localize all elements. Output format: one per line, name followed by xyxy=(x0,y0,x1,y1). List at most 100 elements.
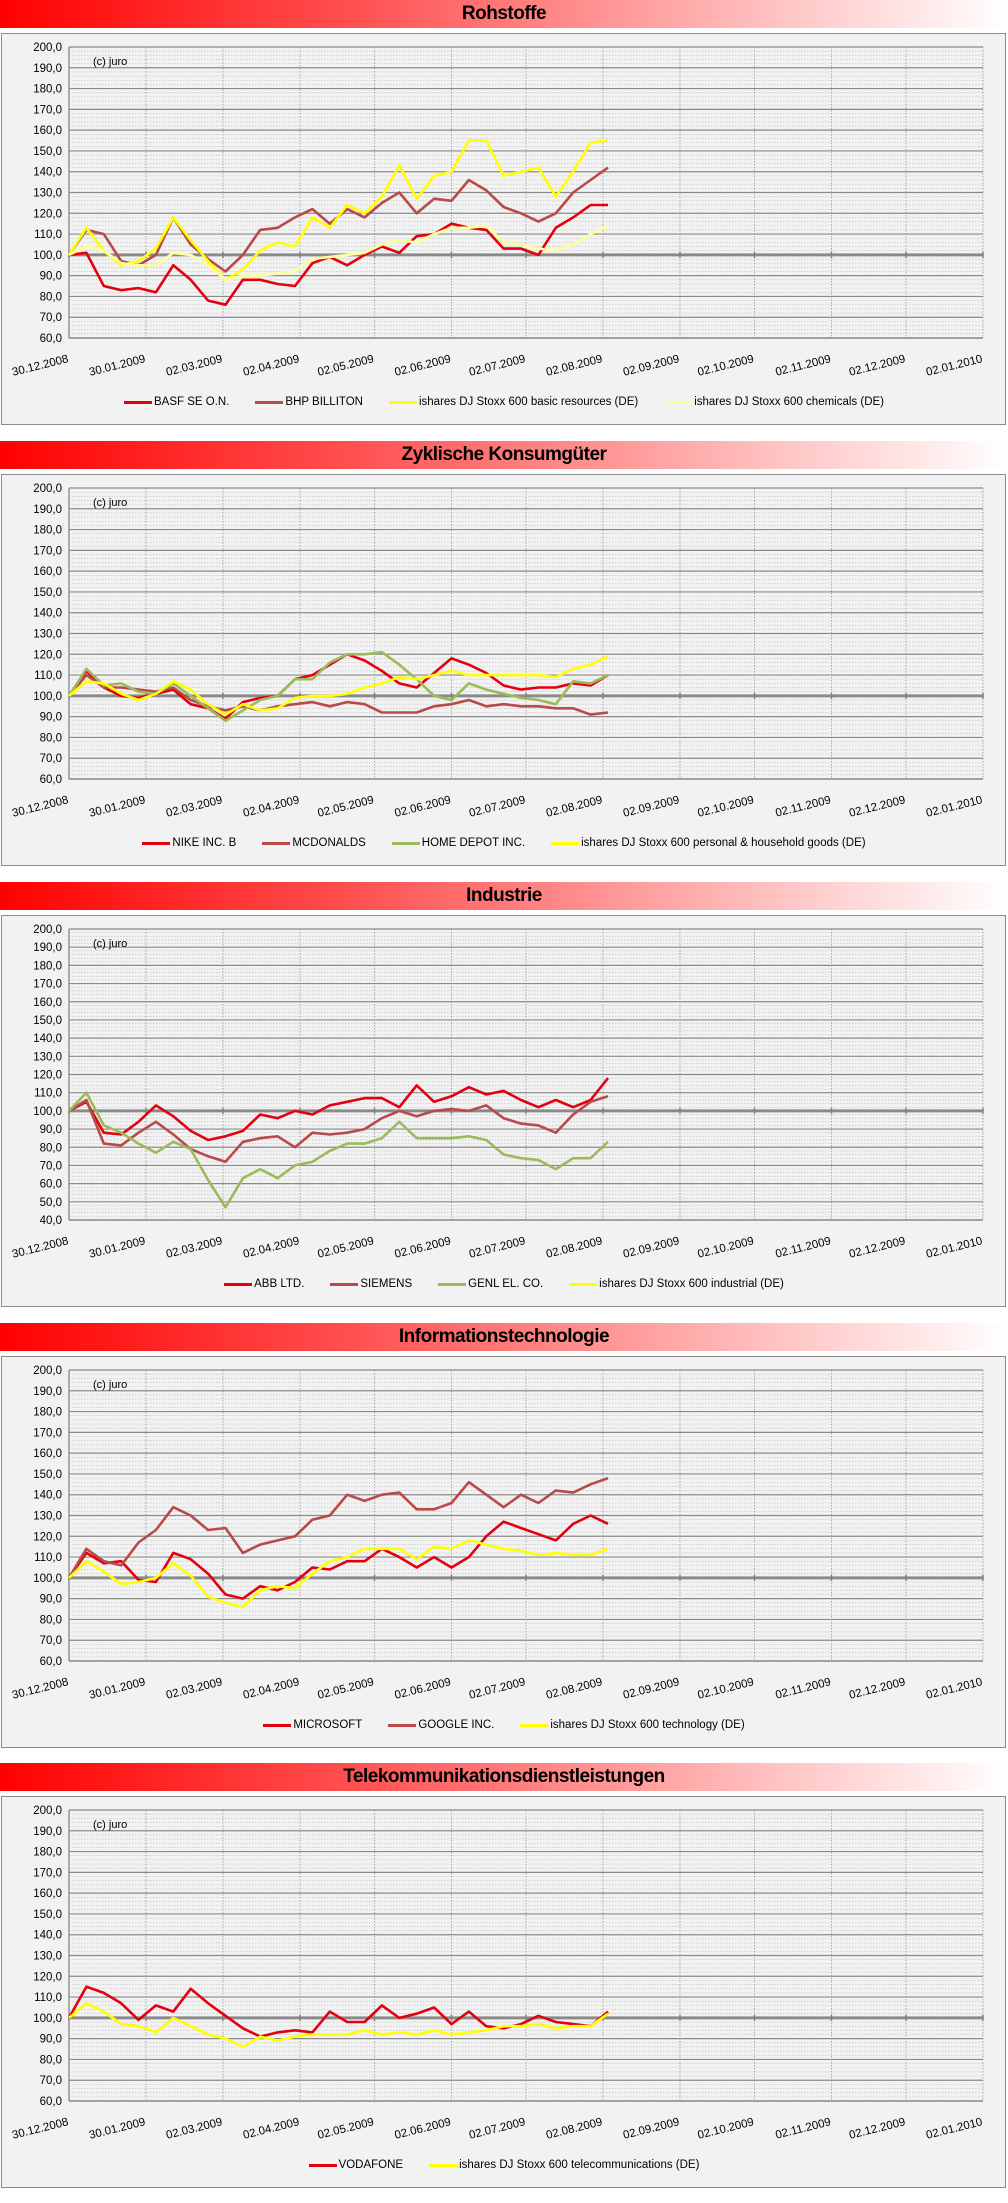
legend-swatch xyxy=(308,2163,337,2167)
x-tick-label: 02.07.2009 xyxy=(468,794,527,820)
series-line-google-inc- xyxy=(67,1476,609,1579)
x-tick-label: 02.03.2009 xyxy=(165,353,224,379)
x-tick-label: 02.12.2009 xyxy=(848,2116,907,2142)
line-chart: 30.12.2008 30.01.2009 02.03.2009 02.04.2009… xyxy=(11,483,984,820)
legend: VODAFONE ishares DJ Stoxx 600 telecommuni… xyxy=(0,2159,1008,2171)
y-tick-label: 200,0 xyxy=(33,1805,62,1817)
y-tick-label: 50,0 xyxy=(40,1197,62,1209)
y-tick-label: 120,0 xyxy=(33,208,62,220)
x-tick-label: 02.11.2009 xyxy=(774,2116,832,2141)
copyright-annotation: (c) juro xyxy=(93,56,127,68)
chart-title: Rohstoffe xyxy=(461,3,547,24)
legend: MICROSOFT GOOGLE INC. ishares DJ Stoxx 600… xyxy=(0,1719,1008,1731)
y-tick-label: 180,0 xyxy=(33,1407,62,1419)
x-tick-label: 02.01.2010 xyxy=(925,1235,984,1261)
copyright-annotation: (c) juro xyxy=(93,1819,127,1831)
y-tick-label: 100,0 xyxy=(33,1573,62,1585)
y-tick-label: 100,0 xyxy=(33,1106,62,1118)
legend-label: ishares DJ Stoxx 600 personal & househol… xyxy=(581,837,866,849)
x-tick-label: 02.03.2009 xyxy=(165,1235,224,1261)
x-tick-label: 02.09.2009 xyxy=(622,353,681,379)
section-header: Zyklische Konsumgüter xyxy=(0,441,1008,469)
x-tick-label: 02.04.2009 xyxy=(242,794,301,820)
legend-swatch xyxy=(123,400,152,404)
y-tick-label: 80,0 xyxy=(40,2054,62,2066)
x-tick-label: 02.07.2009 xyxy=(468,2116,527,2142)
x-tick-label: 02.09.2009 xyxy=(622,1676,681,1702)
y-tick-label: 190,0 xyxy=(33,942,62,954)
legend-swatch xyxy=(664,400,693,404)
y-tick-label: 150,0 xyxy=(33,1909,62,1921)
x-tick-label: 02.11.2009 xyxy=(774,1235,832,1260)
y-tick-label: 130,0 xyxy=(33,629,62,641)
line-chart: 30.12.2008 30.01.2009 02.03.2009 02.04.2009… xyxy=(11,924,984,1261)
line-chart: 30.12.2008 30.01.2009 02.03.2009 02.04.2009… xyxy=(11,1365,984,1702)
y-tick-label: 160,0 xyxy=(33,566,62,578)
y-tick-label: 180,0 xyxy=(33,525,62,537)
legend-swatch xyxy=(429,2163,458,2167)
grid xyxy=(69,487,984,780)
series-line-siemens xyxy=(68,1095,609,1164)
legend: ABB LTD. SIEMENS GENL EL. CO. ishares DJ St… xyxy=(0,1278,1008,1290)
y-tick-label: 80,0 xyxy=(40,732,62,744)
line-chart: 30.12.2008 30.01.2009 02.03.2009 02.04.2009… xyxy=(11,42,984,379)
x-tick-label: 02.09.2009 xyxy=(622,2116,681,2142)
y-tick-label: 120,0 xyxy=(33,1971,62,1983)
y-tick-label: 110,0 xyxy=(34,670,62,682)
x-tick-label: 02.04.2009 xyxy=(242,1676,301,1702)
x-tick-label: 02.12.2009 xyxy=(848,353,907,379)
legend-label: NIKE INC. B xyxy=(172,837,237,849)
x-tick-label: 02.05.2009 xyxy=(316,1235,375,1261)
x-tick-label: 02.04.2009 xyxy=(242,1235,301,1261)
y-tick-label: 80,0 xyxy=(40,1614,62,1626)
legend-item: NIKE INC. B xyxy=(142,837,236,849)
y-tick-label: 70,0 xyxy=(40,1635,62,1647)
legend-item: MICROSOFT xyxy=(263,1719,362,1731)
section-header: Informationstechnologie xyxy=(0,1323,1008,1351)
legend: BASF SE O.N. BHP BILLITON ishares DJ Stoxx… xyxy=(0,396,1008,408)
legend-item: GENL EL. CO. xyxy=(438,1278,543,1290)
chart-panel xyxy=(1,1796,1006,2188)
series-line-ishares-dj-stoxx-600-chemicals-de- xyxy=(68,224,609,282)
y-tick-label: 70,0 xyxy=(40,753,62,765)
legend-item: ishares DJ Stoxx 600 personal & househol… xyxy=(551,837,866,849)
legend-label: GOOGLE INC. xyxy=(418,1719,495,1731)
legend-item: GOOGLE INC. xyxy=(388,1719,494,1731)
legend-label: BHP BILLITON xyxy=(285,396,363,408)
chart-section-industrie: Industrie 30.12.2008 30.01.2009 02.03.2009… xyxy=(0,882,1008,1322)
x-tick-label: 30.01.2009 xyxy=(88,2116,147,2142)
legend-item: VODAFONE xyxy=(308,2159,403,2171)
y-tick-label: 80,0 xyxy=(40,291,62,303)
grid xyxy=(69,1369,984,1662)
x-tick-label: 02.12.2009 xyxy=(848,1235,907,1261)
x-tick-label: 02.11.2009 xyxy=(774,794,832,819)
y-tick-label: 130,0 xyxy=(33,1051,62,1063)
y-tick-label: 110,0 xyxy=(34,229,62,241)
legend-swatch xyxy=(388,400,417,404)
y-tick-label: 80,0 xyxy=(40,1142,62,1154)
legend-item: ABB LTD. xyxy=(224,1278,304,1290)
legend-item: ishares DJ Stoxx 600 basic resources (DE… xyxy=(388,396,639,408)
x-tick-label: 02.01.2010 xyxy=(925,794,984,820)
section-header: Rohstoffe xyxy=(0,0,1008,28)
legend-label: ishares DJ Stoxx 600 technology (DE) xyxy=(550,1719,745,1731)
legend-swatch xyxy=(142,841,171,845)
y-tick-label: 150,0 xyxy=(33,587,62,599)
y-tick-label: 70,0 xyxy=(40,1160,62,1172)
series-line-genl-el-co- xyxy=(68,1091,609,1209)
y-tick-label: 190,0 xyxy=(33,63,62,75)
grid xyxy=(69,928,984,1221)
legend-label: ishares DJ Stoxx 600 basic resources (DE… xyxy=(418,396,639,408)
legend-swatch xyxy=(388,1723,417,1727)
copyright-annotation: (c) juro xyxy=(93,1379,127,1391)
legend-label: ishares DJ Stoxx 600 industrial (DE) xyxy=(599,1278,784,1290)
legend-swatch xyxy=(255,400,284,404)
line-chart: 30.12.2008 30.01.2009 02.03.2009 02.04.2009… xyxy=(11,1805,984,2142)
series-line-ishares-dj-stoxx-600-telecommunications-de- xyxy=(68,2002,609,2049)
y-tick-label: 190,0 xyxy=(33,1386,62,1398)
x-tick-label: 30.12.2008 xyxy=(11,2116,70,2142)
x-tick-label: 02.09.2009 xyxy=(622,794,681,820)
chart-section-telekommunikation: Telekommunikationsdienstleistungen 30.12… xyxy=(0,1763,1008,2203)
section-header: Industrie xyxy=(0,882,1008,910)
legend-label: MICROSOFT xyxy=(293,1719,363,1731)
